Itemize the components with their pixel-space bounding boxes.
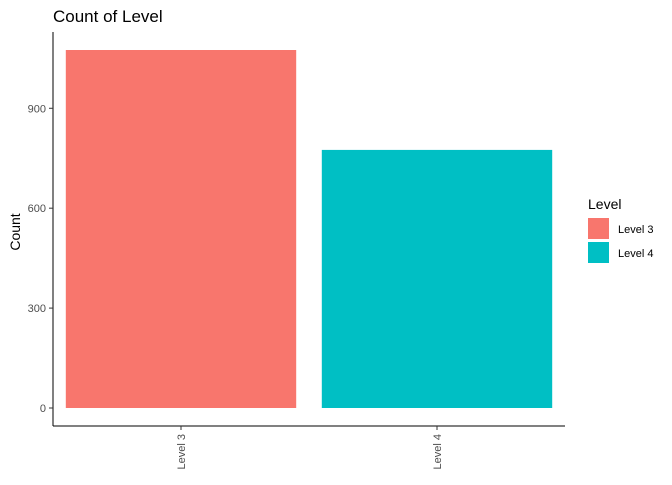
legend-key xyxy=(588,242,609,263)
legend-title: Level xyxy=(588,196,621,212)
plot-area: 0 300 600 900 Level 3 Level 4 xyxy=(28,32,565,469)
y-tick-label: 600 xyxy=(28,203,46,215)
x-tick-label: Level 3 xyxy=(176,434,188,469)
y-axis-label: Count xyxy=(7,213,23,250)
y-tick-label: 300 xyxy=(28,303,46,315)
chart-title: Count of Level xyxy=(53,7,163,26)
y-tick-label: 900 xyxy=(28,103,46,115)
legend: Level Level 3 Level 4 xyxy=(588,196,653,263)
legend-label: Level 3 xyxy=(618,224,653,236)
legend-label: Level 4 xyxy=(618,248,653,260)
y-tick-label: 0 xyxy=(40,403,46,415)
x-tick-label: Level 4 xyxy=(432,434,444,469)
bar-level-3 xyxy=(65,50,297,408)
legend-key xyxy=(588,218,609,239)
bar-level-4 xyxy=(321,149,553,408)
